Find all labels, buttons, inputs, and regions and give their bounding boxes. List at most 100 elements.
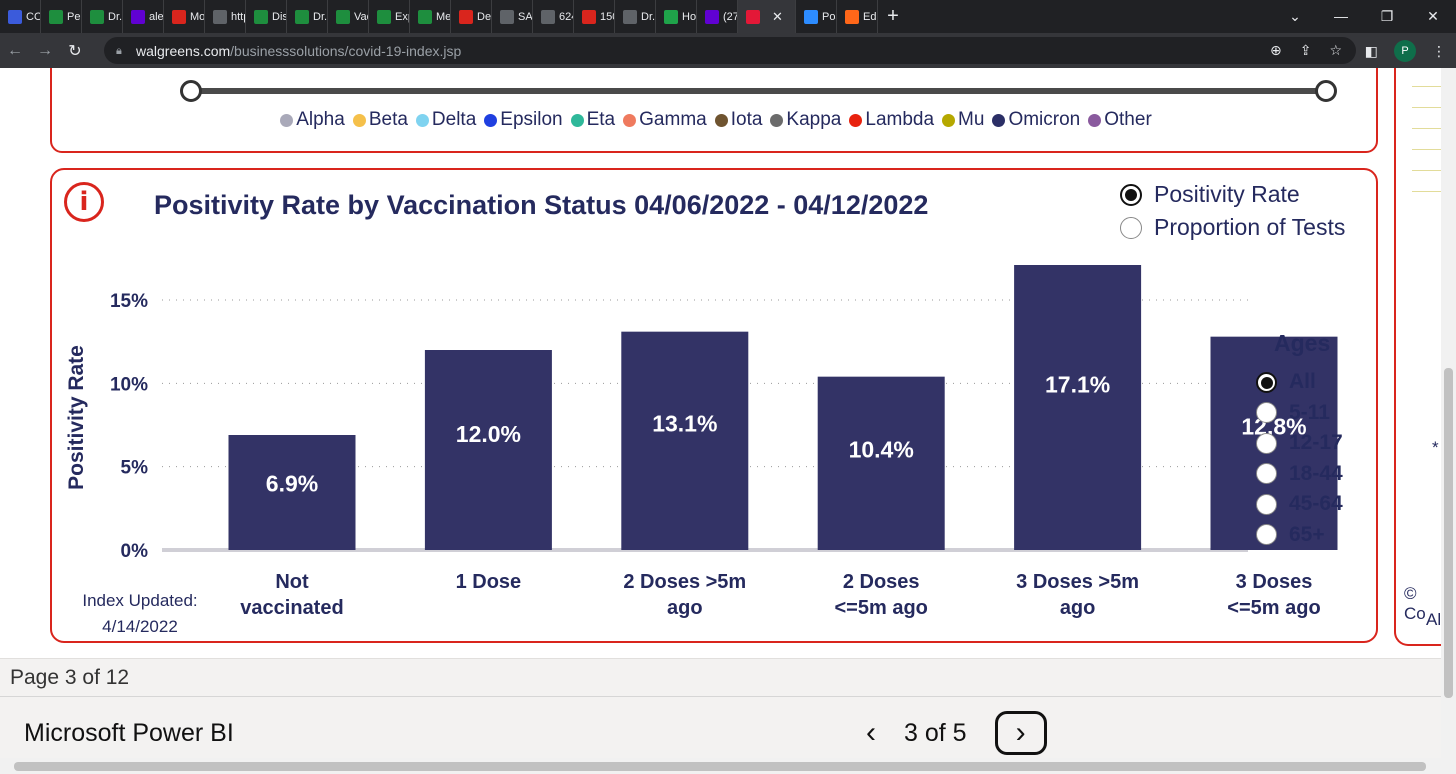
browser-tab[interactable]: SAI bbox=[492, 0, 533, 33]
play-icon bbox=[90, 9, 104, 24]
new-tab-button[interactable]: + bbox=[887, 5, 899, 27]
address-bar[interactable]: 🔒︎ walgreens.com/businesssolutions/covid… bbox=[104, 37, 1356, 64]
menu-kebab-icon[interactable]: ⋮ bbox=[1432, 42, 1446, 59]
pager-text: 3 of 5 bbox=[904, 718, 967, 747]
walgreens-icon bbox=[746, 9, 760, 24]
x-tick-label: vaccinated bbox=[240, 597, 343, 619]
metric-label: Proportion of Tests bbox=[1154, 214, 1346, 240]
age-option[interactable]: 5-11 bbox=[1256, 398, 1343, 429]
variant-legend-item[interactable]: Delta bbox=[415, 109, 476, 131]
age-option[interactable]: 65+ bbox=[1256, 520, 1343, 551]
variant-legend-item[interactable]: Iota bbox=[714, 109, 762, 131]
radio-unchecked-icon[interactable] bbox=[1120, 216, 1142, 239]
vertical-scroll-thumb[interactable] bbox=[1444, 368, 1453, 698]
y-tick-label: 0% bbox=[121, 541, 149, 562]
browser-tab[interactable]: Me bbox=[410, 0, 451, 33]
browser-tab[interactable]: ✕ bbox=[738, 0, 796, 33]
browser-tab[interactable]: Disc bbox=[246, 0, 287, 33]
radio-checked-icon[interactable] bbox=[1256, 371, 1277, 393]
browser-tab[interactable]: Pos bbox=[796, 0, 837, 33]
x-tick-label: 3 Doses >5m bbox=[1016, 571, 1139, 593]
age-label: 12-17 bbox=[1289, 431, 1343, 455]
browser-tab[interactable]: Vac bbox=[328, 0, 369, 33]
info-icon[interactable]: i bbox=[64, 182, 104, 222]
variant-legend-item[interactable]: Lambda bbox=[849, 109, 934, 131]
previous-page-icon[interactable]: ‹ bbox=[866, 716, 876, 749]
browser-tab[interactable]: alex bbox=[123, 0, 164, 33]
browser-tab[interactable]: Mo bbox=[164, 0, 205, 33]
close-window-icon[interactable]: ✕ bbox=[1427, 8, 1439, 24]
minimize-icon[interactable]: — bbox=[1334, 8, 1348, 24]
tab-search-icon[interactable]: ⌄ bbox=[1289, 8, 1301, 24]
slider-end-handle[interactable] bbox=[1315, 80, 1337, 102]
tab-label: Vac bbox=[354, 10, 368, 23]
variant-legend-item[interactable]: Mu bbox=[942, 109, 984, 131]
slider-start-handle[interactable] bbox=[180, 80, 202, 102]
side-panel-icon[interactable]: ◧ bbox=[1364, 42, 1378, 59]
share-icon[interactable]: ⇪ bbox=[1299, 42, 1312, 58]
forward-icon[interactable]: → bbox=[37, 41, 53, 59]
url-domain: walgreens.com bbox=[136, 42, 231, 59]
date-range-slider[interactable] bbox=[192, 88, 1326, 94]
chevron-icon bbox=[500, 9, 514, 24]
variant-legend-label: Beta bbox=[368, 109, 408, 130]
radio-unchecked-icon[interactable] bbox=[1256, 463, 1277, 485]
zoom-icon[interactable]: ⊕ bbox=[1269, 42, 1282, 58]
back-icon[interactable]: ← bbox=[7, 41, 23, 59]
radio-unchecked-icon[interactable] bbox=[1256, 402, 1277, 424]
tab-label: Mo bbox=[190, 10, 205, 23]
variant-legend-item[interactable]: Epsilon bbox=[484, 109, 563, 131]
radio-unchecked-icon[interactable] bbox=[1256, 493, 1277, 515]
bar-data-label: 12.0% bbox=[456, 421, 521, 447]
variant-legend-item[interactable]: Alpha bbox=[280, 109, 345, 131]
horizontal-scroll-thumb[interactable] bbox=[14, 762, 1426, 771]
browser-tab[interactable]: Exp bbox=[369, 0, 410, 33]
variant-legend-item[interactable]: Kappa bbox=[770, 109, 841, 131]
browser-tab[interactable]: 624 bbox=[533, 0, 574, 33]
powerbi-brand[interactable]: Microsoft Power BI bbox=[24, 719, 234, 747]
variant-legend-item[interactable]: Beta bbox=[352, 109, 408, 131]
radio-unchecked-icon[interactable] bbox=[1256, 524, 1277, 546]
x-tick-label: 2 Doses >5m bbox=[623, 571, 746, 593]
legend-dot-icon bbox=[992, 113, 1006, 127]
age-option[interactable]: 12-17 bbox=[1256, 428, 1343, 459]
metric-option[interactable]: Positivity Rate bbox=[1120, 178, 1345, 211]
legend-dot-icon bbox=[623, 113, 637, 127]
variant-legend-item[interactable]: Gamma bbox=[623, 109, 707, 131]
profile-avatar[interactable]: P bbox=[1394, 40, 1416, 62]
side-asterisk: * bbox=[1432, 438, 1439, 457]
variant-legend-label: Mu bbox=[958, 109, 985, 130]
vertical-scrollbar[interactable] bbox=[1441, 68, 1456, 774]
browser-tab[interactable]: Peo bbox=[41, 0, 82, 33]
browser-tab-bar: CO Peo Dr. alex Mo http Disc Dr. Vac Exp Me Dea SAI 6… bbox=[0, 0, 1456, 33]
restore-icon[interactable]: ❐ bbox=[1380, 8, 1394, 24]
browser-tab[interactable]: Edit bbox=[837, 0, 878, 33]
browser-tab[interactable]: Hor bbox=[656, 0, 697, 33]
browser-tab[interactable]: Dea bbox=[451, 0, 492, 33]
browser-tab[interactable]: http bbox=[205, 0, 246, 33]
variant-legend-item[interactable]: Other bbox=[1088, 109, 1152, 131]
radio-checked-icon[interactable] bbox=[1120, 183, 1142, 206]
metric-option[interactable]: Proportion of Tests bbox=[1120, 211, 1345, 244]
x-tick-label: 3 Doses bbox=[1236, 571, 1313, 593]
browser-tab[interactable]: Dr. bbox=[615, 0, 656, 33]
horizontal-scrollbar[interactable] bbox=[0, 758, 1441, 774]
close-tab-icon[interactable]: ✕ bbox=[772, 8, 783, 24]
bookmark-star-icon[interactable]: ☆ bbox=[1329, 42, 1342, 58]
ages-title: Ages bbox=[1274, 330, 1331, 356]
legend-dot-icon bbox=[484, 113, 498, 127]
browser-tab[interactable]: 150 bbox=[574, 0, 615, 33]
next-page-button[interactable]: › bbox=[994, 711, 1047, 755]
browser-tab[interactable]: (27, bbox=[697, 0, 738, 33]
age-option[interactable]: 18-44 bbox=[1256, 459, 1343, 490]
variant-legend-item[interactable]: Eta bbox=[570, 109, 615, 131]
browser-tab[interactable]: Dr. bbox=[82, 0, 123, 33]
legend-dot-icon bbox=[770, 113, 784, 127]
variant-legend-item[interactable]: Omicron bbox=[992, 109, 1080, 131]
reload-icon[interactable]: ↻ bbox=[68, 42, 82, 60]
age-option[interactable]: 45-64 bbox=[1256, 489, 1343, 520]
age-option[interactable]: All bbox=[1256, 367, 1343, 398]
browser-tab[interactable]: CO bbox=[0, 0, 41, 33]
radio-unchecked-icon[interactable] bbox=[1256, 432, 1277, 454]
browser-tab[interactable]: Dr. bbox=[287, 0, 328, 33]
